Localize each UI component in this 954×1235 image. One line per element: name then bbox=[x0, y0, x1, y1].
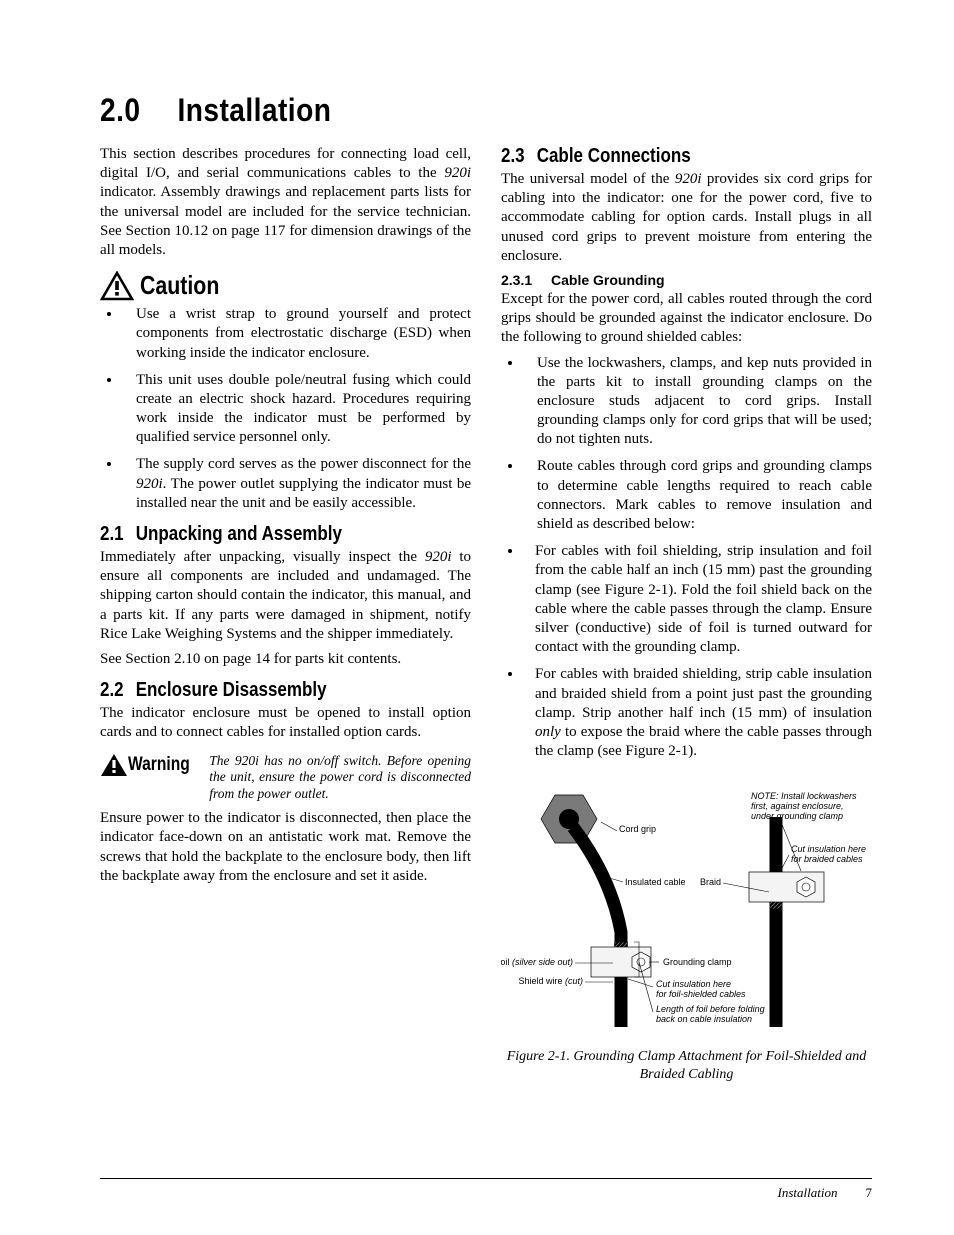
label-cord-grip: Cord grip bbox=[619, 824, 656, 834]
s21-p2: See Section 2.10 on page 14 for parts ki… bbox=[100, 650, 471, 669]
caution-icon bbox=[100, 271, 134, 301]
grounding-steps: Use the lockwashers, clamps, and kep nut… bbox=[501, 354, 872, 535]
label-insulated-cable: Insulated cable bbox=[625, 877, 686, 887]
right-column: 2.3Cable Connections The universal model… bbox=[501, 145, 872, 1083]
grounding-substeps: For cables with foil shielding, strip in… bbox=[501, 542, 872, 761]
figure-2-1: Cord grip Insulated cable bbox=[501, 777, 872, 1083]
section-2.3-heading: 2.3Cable Connections bbox=[501, 145, 816, 168]
caution-item: Use a wrist strap to ground yourself and… bbox=[122, 305, 471, 363]
footer: Installation 7 bbox=[778, 1185, 872, 1201]
s23-p1: The universal model of the 920i provides… bbox=[501, 170, 872, 266]
figure-caption: Figure 2-1. Grounding Clamp Attachment f… bbox=[501, 1048, 872, 1083]
subsection-number: 2.3.1 bbox=[501, 272, 551, 288]
note-line2: first, against enclosure, bbox=[751, 801, 844, 811]
list-item: For cables with braided shielding, strip… bbox=[523, 665, 872, 761]
label-shield-wire: Shield wire (cut) bbox=[518, 976, 583, 986]
s21-p1: Immediately after unpacking, visually in… bbox=[100, 548, 471, 644]
caution-item: The supply cord serves as the power disc… bbox=[122, 455, 471, 513]
section-title: Enclosure Disassembly bbox=[136, 679, 327, 701]
caution-heading: Caution bbox=[100, 270, 471, 301]
two-column-layout: This section describes procedures for co… bbox=[100, 145, 872, 1083]
warning-text: The 920i has no on/off switch. Before op… bbox=[209, 753, 471, 804]
chapter-title: 2.0Installation bbox=[100, 92, 779, 129]
section-2.3.1-heading: 2.3.1Cable Grounding bbox=[501, 272, 872, 288]
label-cut-foil-1: Cut insulation here bbox=[656, 979, 731, 989]
left-column: This section describes procedures for co… bbox=[100, 145, 471, 1083]
label-cut-braided-2: for braided cables bbox=[791, 854, 863, 864]
section-2.1-heading: 2.1Unpacking and Assembly bbox=[100, 523, 415, 546]
section-title: Unpacking and Assembly bbox=[136, 523, 342, 545]
note-line3: under grounding clamp bbox=[751, 811, 843, 821]
caution-list: Use a wrist strap to ground yourself and… bbox=[100, 305, 471, 513]
label-braid: Braid bbox=[700, 877, 721, 887]
grounding-diagram: Cord grip Insulated cable bbox=[501, 777, 871, 1037]
subsection-title: Cable Grounding bbox=[551, 272, 665, 288]
section-2.2-heading: 2.2Enclosure Disassembly bbox=[100, 679, 415, 702]
footer-rule bbox=[100, 1178, 872, 1179]
chapter-number: 2.0 bbox=[100, 92, 177, 129]
list-item: Route cables through cord grips and grou… bbox=[523, 457, 872, 534]
intro-paragraph: This section describes procedures for co… bbox=[100, 145, 471, 260]
list-item: Use the lockwashers, clamps, and kep nut… bbox=[523, 354, 872, 450]
list-item: For cables with foil shielding, strip in… bbox=[523, 542, 872, 657]
label-length-1: Length of foil before folding bbox=[656, 1004, 765, 1014]
caution-item: This unit uses double pole/neutral fusin… bbox=[122, 371, 471, 448]
warning-block: Warning The 920i has no on/off switch. B… bbox=[100, 753, 471, 804]
section-number: 2.2 bbox=[100, 679, 136, 702]
section-title: Cable Connections bbox=[537, 145, 691, 167]
caution-label: Caution bbox=[140, 270, 219, 301]
page: 2.0Installation This section describes p… bbox=[0, 0, 954, 1235]
s22-p2: Ensure power to the indicator is disconn… bbox=[100, 809, 471, 886]
label-foil: Foil (silver side out) bbox=[501, 957, 573, 967]
section-number: 2.3 bbox=[501, 145, 537, 168]
s22-p1: The indicator enclosure must be opened t… bbox=[100, 704, 471, 742]
label-cut-braided-1: Cut insulation here bbox=[791, 844, 866, 854]
label-cut-foil-2: for foil-shielded cables bbox=[656, 989, 746, 999]
chapter-text: Installation bbox=[177, 92, 331, 128]
footer-section-name: Installation bbox=[778, 1185, 838, 1200]
warning-badge: Warning bbox=[100, 753, 203, 777]
warning-label: Warning bbox=[128, 754, 190, 776]
warning-icon bbox=[100, 753, 128, 777]
note-line1: NOTE: Install lockwashers bbox=[751, 791, 857, 801]
s231-p1: Except for the power cord, all cables ro… bbox=[501, 290, 872, 348]
section-number: 2.1 bbox=[100, 523, 136, 546]
label-length-2: back on cable insulation bbox=[656, 1014, 752, 1024]
footer-page-number: 7 bbox=[866, 1185, 873, 1200]
label-grounding-clamp: Grounding clamp bbox=[663, 957, 732, 967]
